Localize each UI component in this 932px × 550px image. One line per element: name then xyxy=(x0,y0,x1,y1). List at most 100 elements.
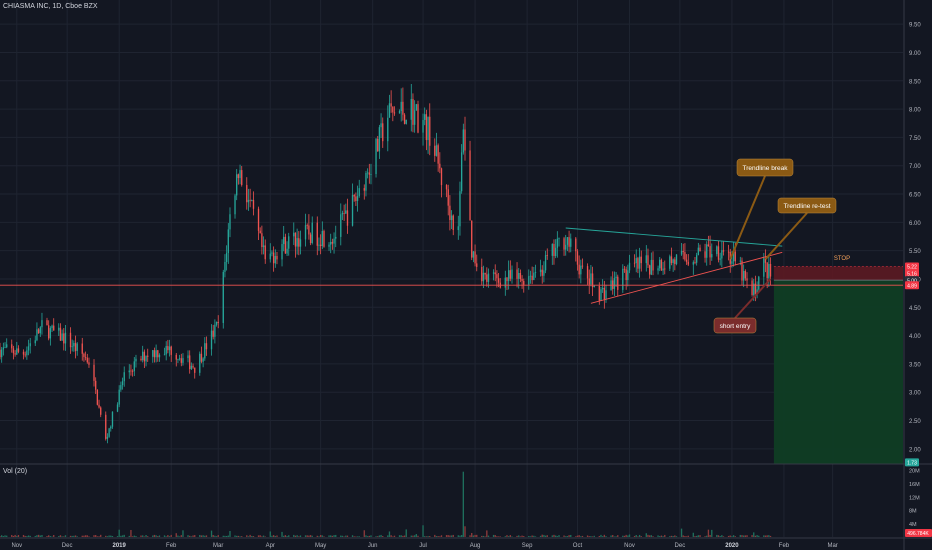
volume-bar xyxy=(105,535,107,537)
candle-body xyxy=(699,247,701,252)
volume-bar xyxy=(252,536,255,537)
candle-body xyxy=(523,280,525,285)
candle-body xyxy=(687,261,689,265)
volume-bar xyxy=(586,535,589,537)
volume-bar xyxy=(756,535,758,537)
volume-label-text: 496.784K xyxy=(907,531,929,537)
volume-bar xyxy=(214,535,216,537)
short-position-tool[interactable] xyxy=(773,266,903,465)
volume-bar xyxy=(615,536,617,537)
volume-bar xyxy=(61,536,63,537)
candle-body xyxy=(706,244,708,258)
volume-bar xyxy=(284,535,287,537)
volume-bar xyxy=(492,534,495,537)
volume-bar xyxy=(110,535,112,537)
candle-body xyxy=(758,276,760,290)
volume-bar xyxy=(622,535,624,537)
candle-body xyxy=(449,205,451,221)
candle-body xyxy=(605,290,607,300)
candle-body xyxy=(370,174,372,175)
volume-bar xyxy=(464,526,466,537)
candle-body xyxy=(16,348,18,355)
volume-bar xyxy=(236,535,238,537)
volume-bar xyxy=(647,534,649,537)
volume-bar xyxy=(155,535,157,537)
candle-body xyxy=(323,231,325,247)
candle-body xyxy=(284,236,287,254)
candle-body xyxy=(81,343,83,354)
volume-bar xyxy=(675,536,678,537)
volume-bar xyxy=(140,535,142,537)
volume-bar xyxy=(424,536,426,537)
candle-body xyxy=(704,251,706,258)
volume-bar xyxy=(215,536,218,537)
volume-bar xyxy=(687,535,689,537)
volume-bar xyxy=(152,535,154,537)
volume-bar xyxy=(27,535,30,537)
volume-bar xyxy=(662,536,664,537)
volume-bar xyxy=(625,534,627,537)
drawings[interactable] xyxy=(0,227,903,304)
volume-bar xyxy=(670,535,673,537)
candle-body xyxy=(29,343,31,347)
trendline-retest-callout-pointer xyxy=(764,212,808,260)
volume-bar xyxy=(130,529,132,537)
volume-bar xyxy=(497,536,500,537)
candle-body xyxy=(308,225,310,235)
volume-bar xyxy=(400,535,402,537)
candle-body xyxy=(476,263,478,267)
time-axis[interactable]: Nov Dec 2019 Feb Mar Apr May Jun Jul Aug Sep Oct Nov… xyxy=(11,543,837,549)
candle-body xyxy=(249,199,251,201)
candle-body xyxy=(111,411,114,427)
candle-body xyxy=(494,272,496,275)
volume-bar xyxy=(543,534,545,537)
candle-body xyxy=(152,350,154,357)
volume-bar xyxy=(192,535,194,537)
volume-bar xyxy=(2,536,5,537)
volume-bar xyxy=(251,535,253,537)
volume-bar xyxy=(581,535,584,537)
candle-body xyxy=(224,261,226,272)
candle-body xyxy=(580,265,582,275)
volume-bar xyxy=(640,536,642,537)
volume-bar xyxy=(476,534,478,537)
candle-body xyxy=(225,253,228,262)
volume-bar xyxy=(4,535,6,537)
volume-bar xyxy=(249,534,251,537)
candle-body xyxy=(335,236,337,239)
candle-body xyxy=(647,255,649,266)
annotations[interactable]: Trendline break Trendline re-test short en… xyxy=(713,158,850,334)
trendline xyxy=(565,227,783,247)
candle-body xyxy=(568,237,570,247)
volume-bar xyxy=(575,536,577,537)
candle-body xyxy=(744,270,747,279)
candle-body xyxy=(586,266,589,279)
candle-body xyxy=(298,238,300,247)
volume-bar xyxy=(591,536,594,537)
volume-bar xyxy=(247,536,250,537)
price-tick-label: 5.50 xyxy=(909,249,921,255)
volume-bar xyxy=(764,535,767,537)
volume-bar xyxy=(511,536,513,537)
candle-body xyxy=(210,330,213,350)
volume-bar xyxy=(437,536,439,537)
candle-body xyxy=(36,329,38,341)
time-tick-label: Aug xyxy=(470,543,481,549)
candle-body xyxy=(439,163,441,169)
candle-body xyxy=(445,185,448,190)
candle-body xyxy=(637,258,639,269)
volume-bar xyxy=(16,536,18,537)
candle-body xyxy=(71,346,73,348)
volume-bar xyxy=(167,535,169,537)
candle-body xyxy=(274,256,276,264)
volume-bar xyxy=(768,535,770,537)
volume-bar xyxy=(439,536,441,537)
candle-body xyxy=(721,250,723,259)
candle-body xyxy=(635,258,637,264)
volume-bar xyxy=(518,535,520,537)
volume-bar xyxy=(410,535,412,537)
candle-body xyxy=(215,321,218,325)
volume-bar xyxy=(182,530,184,537)
